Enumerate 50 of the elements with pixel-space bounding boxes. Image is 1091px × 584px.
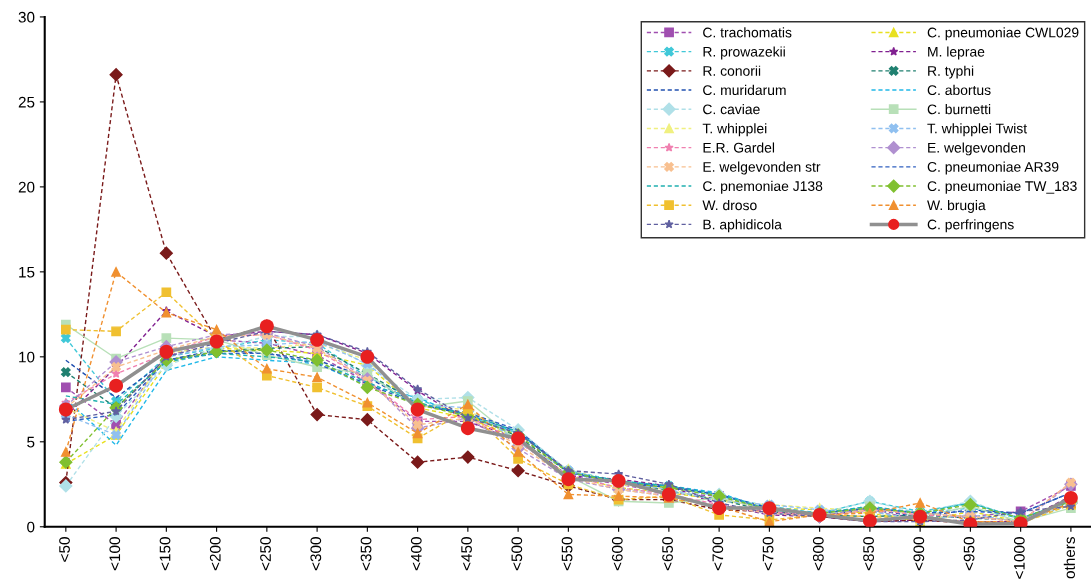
legend-label: T. whipplei bbox=[702, 123, 767, 137]
x-tick-label: <950 bbox=[963, 537, 975, 571]
legend-label: B. aphidicola bbox=[703, 219, 782, 233]
x-tick-label: <150 bbox=[159, 537, 171, 571]
legend-label: E.R. Gardel bbox=[703, 142, 775, 153]
x-tick-label: <450 bbox=[461, 537, 472, 571]
legend-label: C. caviae bbox=[703, 104, 760, 115]
legend-label: C. perfringens bbox=[927, 219, 1014, 233]
legend-label: E. welgevonden str bbox=[703, 161, 821, 175]
x-tick-label: <850 bbox=[863, 537, 874, 571]
legend-label: M. leprae bbox=[928, 46, 985, 60]
x-tick-label: <750 bbox=[762, 537, 774, 571]
x-tick-label: <200 bbox=[209, 537, 221, 571]
legend-label: C. pneumoniae TW_183 bbox=[927, 180, 1077, 194]
legend-label: C. trachomatis bbox=[703, 27, 792, 38]
legend-label: R. prowazekii bbox=[703, 46, 785, 60]
x-tick-label: <550 bbox=[561, 537, 573, 571]
x-tick-label: <600 bbox=[611, 537, 623, 571]
legend-label: C. pneumoniae CWL029 bbox=[927, 27, 1079, 41]
x-tick-label: <500 bbox=[511, 537, 523, 571]
legend-label: E. welgevonden bbox=[928, 142, 1025, 156]
y-tick-label: 0 bbox=[27, 521, 35, 533]
x-tick-label: <250 bbox=[260, 537, 271, 571]
legend-label: C. pneumoniae AR39 bbox=[927, 161, 1059, 175]
x-tick-label: <1000 bbox=[1013, 537, 1025, 579]
legend-label: R. conorii bbox=[703, 65, 761, 76]
y-tick-label: 5 bbox=[27, 436, 35, 448]
x-tick-label: <650 bbox=[662, 537, 673, 571]
x-tick-label: <300 bbox=[310, 537, 322, 571]
x-tick-label: <100 bbox=[109, 537, 121, 571]
y-tick-label: 20 bbox=[18, 181, 35, 193]
x-tick-label: <900 bbox=[913, 537, 925, 571]
legend-label: T. whipplei Twist bbox=[927, 123, 1028, 137]
x-tick-label: <400 bbox=[410, 537, 422, 571]
x-tick-label: <50 bbox=[59, 537, 70, 562]
y-tick-label: 15 bbox=[19, 266, 35, 278]
legend-label: C. muridarum bbox=[703, 84, 786, 96]
y-tick-label: 30 bbox=[18, 11, 35, 23]
x-tick-label: others bbox=[1063, 537, 1075, 579]
legend-label: R. typhi bbox=[928, 65, 974, 79]
x-tick-label: <700 bbox=[712, 537, 724, 571]
y-tick-label: 25 bbox=[18, 96, 35, 108]
legend-label: C. burnetti bbox=[927, 104, 991, 115]
legend-label: W. brugia bbox=[927, 200, 986, 213]
legend-label: C. abortus bbox=[927, 84, 991, 96]
legend-label: W. droso bbox=[702, 200, 757, 211]
y-tick-label: 10 bbox=[19, 351, 35, 363]
x-tick-label: <800 bbox=[812, 537, 824, 571]
legend-label: C. pnemoniae J138 bbox=[703, 180, 823, 194]
x-tick-label: <350 bbox=[360, 537, 372, 571]
